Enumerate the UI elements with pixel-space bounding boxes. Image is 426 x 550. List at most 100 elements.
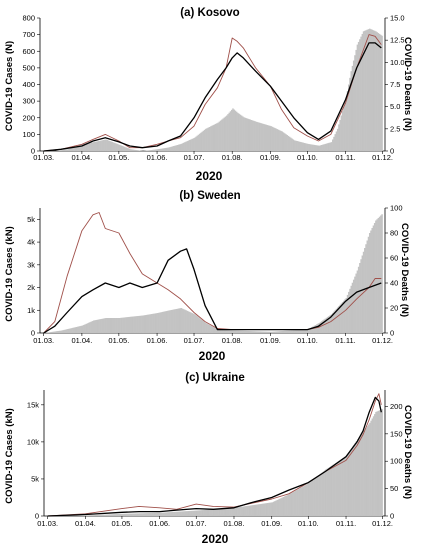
deaths-bar xyxy=(302,486,304,516)
deaths-bar xyxy=(280,498,282,516)
deaths-bar xyxy=(204,509,207,516)
deaths-bar xyxy=(49,332,52,333)
deaths-bar xyxy=(149,513,152,516)
deaths-bar xyxy=(334,134,337,151)
deaths-bar xyxy=(169,512,171,516)
deaths-bar xyxy=(329,142,332,151)
deaths-bar xyxy=(106,139,109,151)
deaths-bar xyxy=(293,330,296,333)
deaths-bar xyxy=(271,502,274,516)
deaths-bar xyxy=(280,331,282,333)
deaths-bar xyxy=(361,33,364,151)
y-tick-label-left: 500 xyxy=(22,63,35,72)
deaths-bar xyxy=(347,453,349,516)
deaths-bar xyxy=(296,489,298,516)
deaths-bar xyxy=(152,149,154,151)
deaths-bar xyxy=(205,128,207,151)
deaths-bar xyxy=(310,481,313,516)
deaths-bar xyxy=(208,126,211,151)
deaths-bar xyxy=(264,503,266,516)
deaths-bar xyxy=(137,513,140,516)
deaths-bar xyxy=(249,505,252,516)
deaths-bar xyxy=(145,314,148,334)
x-tick-label: 01.07. xyxy=(184,336,205,345)
deaths-bar xyxy=(376,411,378,516)
deaths-bar xyxy=(192,313,195,333)
deaths-bar xyxy=(234,330,237,333)
deaths-bar xyxy=(89,515,91,516)
deaths-bar xyxy=(72,327,74,333)
deaths-bar xyxy=(67,329,69,333)
deaths-bar xyxy=(295,140,297,151)
deaths-bar xyxy=(65,149,68,151)
deaths-bar xyxy=(309,327,312,333)
deaths-bar xyxy=(319,145,322,151)
y-tick-label-right: 40 xyxy=(390,279,398,288)
deaths-bar xyxy=(364,30,366,151)
deaths-bar xyxy=(285,134,287,151)
deaths-bar xyxy=(266,125,269,151)
deaths-bar xyxy=(118,513,120,516)
deaths-bar xyxy=(340,303,343,333)
deaths-bar xyxy=(364,248,366,333)
deaths-bar xyxy=(380,409,382,516)
deaths-bar xyxy=(178,144,180,151)
panel-sweden: (b) Sweden 0 1k 2k 3k 4k 5k 0 20 40 60 80 100 01.03.… xyxy=(4,190,410,363)
deaths-bar xyxy=(120,513,123,516)
deaths-bar xyxy=(106,514,108,516)
y-tick-label-left: 10k xyxy=(27,437,39,446)
deaths-bar xyxy=(259,504,262,516)
y-tick-label-right: 12.5 xyxy=(390,36,405,45)
deaths-bar xyxy=(370,420,372,516)
deaths-bar xyxy=(320,144,323,151)
deaths-bar xyxy=(94,320,96,333)
deaths-bar xyxy=(180,511,182,516)
deaths-bar xyxy=(263,503,265,516)
x-axis-title: 2020 xyxy=(199,349,226,363)
deaths-bar xyxy=(276,499,279,516)
deaths-bar xyxy=(109,514,112,516)
y-tick-label-left: 0 xyxy=(35,512,39,521)
deaths-bar xyxy=(157,512,159,516)
x-tick-label: 01.04. xyxy=(71,336,92,345)
deaths-bar xyxy=(288,330,291,333)
deaths-bar xyxy=(324,318,327,334)
x-tick-label: 01.03. xyxy=(37,519,58,528)
deaths-bar xyxy=(255,504,258,516)
deaths-bar xyxy=(312,144,314,151)
y-tick-label-right: 7.5 xyxy=(390,80,400,89)
deaths-bar xyxy=(168,310,170,333)
deaths-bar xyxy=(258,122,260,151)
deaths-bar xyxy=(168,147,170,151)
deaths-bar xyxy=(213,124,216,151)
deaths-bar xyxy=(107,318,110,333)
deaths-bar xyxy=(297,329,300,333)
deaths-bar xyxy=(277,499,280,516)
deaths-bar xyxy=(222,118,224,151)
deaths-bar xyxy=(60,330,63,333)
deaths-bar xyxy=(307,483,309,516)
deaths-bar xyxy=(316,476,319,516)
deaths-bar xyxy=(87,515,90,516)
deaths-bar xyxy=(271,331,274,333)
deaths-bar xyxy=(64,149,67,151)
deaths-bar xyxy=(336,307,339,333)
deaths-bar xyxy=(308,144,311,151)
y-tick-label-left: 2k xyxy=(27,283,35,292)
deaths-bar xyxy=(230,109,233,151)
deaths-bar xyxy=(141,315,143,334)
deaths-bar xyxy=(197,134,200,151)
deaths-bar xyxy=(356,44,359,151)
y-axis-label-right: COVID-19 Deaths (N) xyxy=(402,37,413,131)
deaths-bar xyxy=(100,319,102,333)
deaths-bar xyxy=(339,119,341,151)
deaths-bar xyxy=(185,511,187,516)
deaths-bar xyxy=(296,141,298,151)
deaths-bar xyxy=(163,512,165,516)
deaths-bar xyxy=(270,126,272,151)
y-tick-label-right: 0 xyxy=(390,512,394,521)
plot-area: 0 100 200 300 400 500 600 700 800 0 2.5 5.0 7.5 10.0 1… xyxy=(22,14,404,163)
deaths-bar xyxy=(223,329,226,333)
deaths-bar xyxy=(244,330,247,333)
deaths-bar xyxy=(244,117,247,151)
